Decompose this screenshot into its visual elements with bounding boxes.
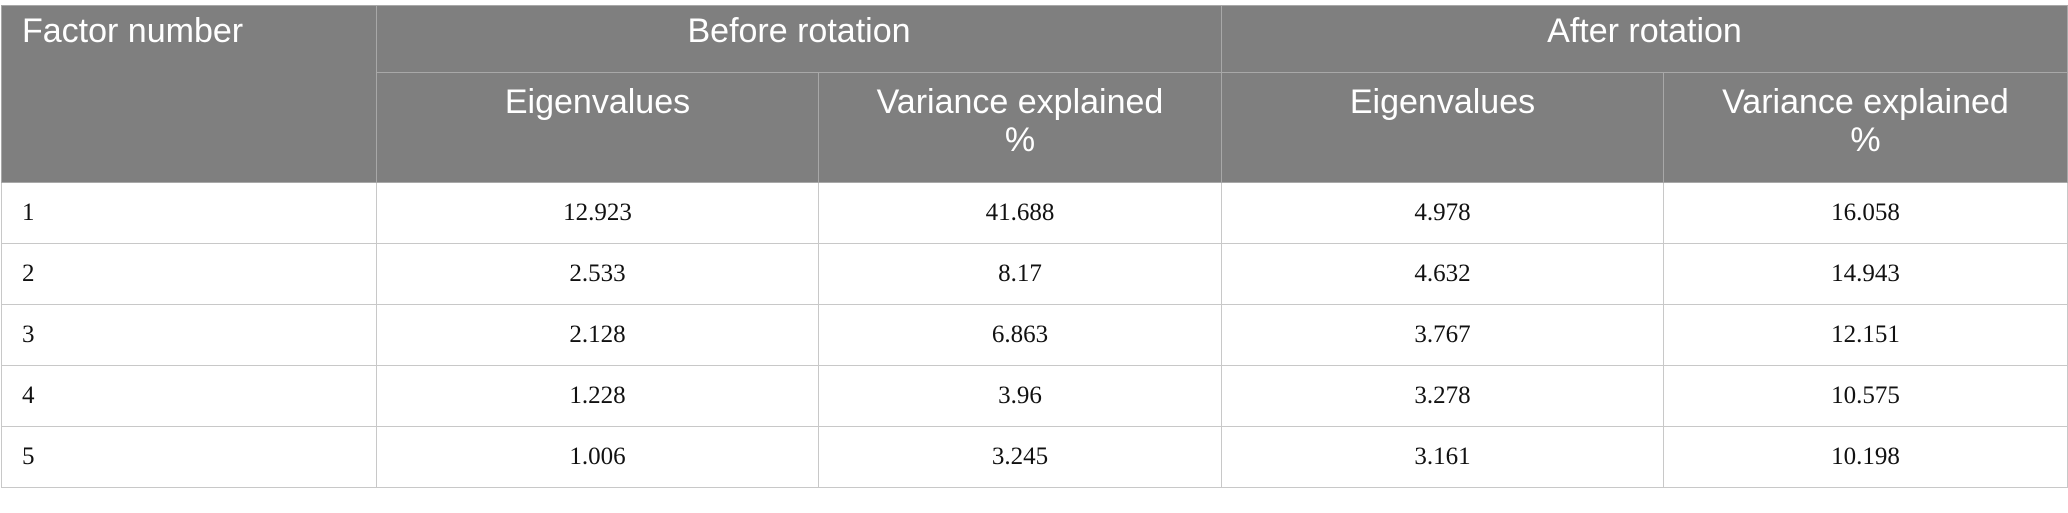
header-cell: Variance explained % [818,72,1222,183]
value-cell: 1.006 [376,426,819,488]
value-cell: 16.058 [1663,182,2068,244]
data-row: 4 1.228 3.96 3.278 10.575 [1,365,2068,427]
value-cell: 3.245 [818,426,1222,488]
value-cell: 10.575 [1663,365,2068,427]
header-cell: Eigenvalues [376,72,819,183]
value-cell: 8.17 [818,243,1222,305]
header-cell: Variance explained % [1663,72,2068,183]
value-cell: 3.767 [1221,304,1664,366]
factor-cell: 4 [1,365,377,427]
value-cell: 3.96 [818,365,1222,427]
header-row: Eigenvalues Variance explained % Eigenva… [2,72,2068,183]
value-cell: 1.228 [376,365,819,427]
page: {"table": { "header": { "factor": "Facto… [0,5,2068,513]
group-header: Before rotation [376,5,1222,73]
data-row: 2 2.533 8.17 4.632 14.943 [1,243,2068,305]
value-cell: 12.923 [376,182,819,244]
data-row: 3 2.128 6.863 3.767 12.151 [1,304,2068,366]
value-cell: 41.688 [818,182,1222,244]
factor-cell: 3 [1,304,377,366]
data-row: 1 12.923 41.688 4.978 16.058 [1,182,2068,244]
data-row: 5 1.006 3.245 3.161 10.198 [1,426,2068,488]
header-cell: Factor number [1,5,377,183]
value-cell: 2.533 [376,243,819,305]
value-cell: 12.151 [1663,304,2068,366]
factor-cell: 1 [1,182,377,244]
value-cell: 3.161 [1221,426,1664,488]
table-body: 1 12.923 41.688 4.978 16.058 2 2.533 8.17 4.632 1… [1,182,2068,488]
value-cell: 10.198 [1663,426,2068,488]
value-cell: 2.128 [376,304,819,366]
value-cell: 4.632 [1221,243,1664,305]
value-cell: 4.978 [1221,182,1664,244]
data-table: Factor number Before rotation After rota… [1,5,2068,488]
value-cell: 6.863 [818,304,1222,366]
group-header: After rotation [1221,5,2068,73]
header-row: Factor number Before rotation After rota… [1,5,2068,183]
factor-cell: 2 [1,243,377,305]
header-cell: Eigenvalues [1221,72,1664,183]
value-cell: 14.943 [1663,243,2068,305]
value-cell: 3.278 [1221,365,1664,427]
factor-cell: 5 [1,426,377,488]
